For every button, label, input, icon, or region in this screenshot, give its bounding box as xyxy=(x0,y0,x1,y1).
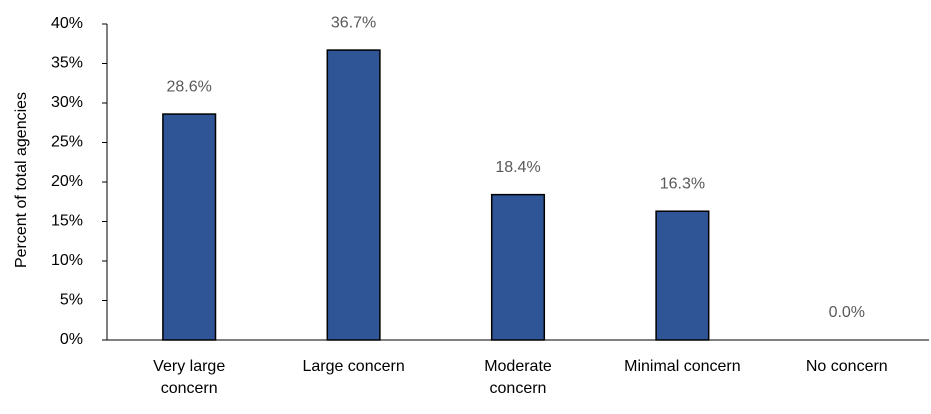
x-tick-label-box: Moderate concern xyxy=(484,358,552,397)
x-tick-label-box: Minimal concern xyxy=(624,358,741,375)
y-tick-label: 15% xyxy=(51,213,83,230)
y-tick-label: 30% xyxy=(51,94,83,111)
data-label: 0.0% xyxy=(829,304,865,321)
x-tick-label: Moderate concern xyxy=(484,358,552,397)
y-tick-label: 40% xyxy=(51,15,83,32)
y-tick-label: 35% xyxy=(51,55,83,72)
data-label: 28.6% xyxy=(167,78,212,95)
x-tick-label-box: Large concern xyxy=(302,358,405,375)
data-label: 18.4% xyxy=(495,159,540,176)
x-tick-label: Very large concern xyxy=(153,358,226,397)
bar xyxy=(655,210,710,341)
x-tick-label-box: No concern xyxy=(805,358,888,375)
data-label: 36.7% xyxy=(331,14,376,31)
y-tick-label: 25% xyxy=(51,134,83,151)
x-tick-label: Minimal concern xyxy=(624,358,741,375)
x-tick-label: No concern xyxy=(805,358,888,375)
bar xyxy=(162,113,217,341)
x-tick-label: Large concern xyxy=(302,358,405,375)
y-axis-title: Percent of total agencies xyxy=(13,92,30,268)
data-label: 16.3% xyxy=(660,175,705,192)
y-tick-label: 10% xyxy=(51,252,83,269)
bar xyxy=(326,49,381,341)
bar xyxy=(490,193,546,341)
x-tick-label-box: Very large concern xyxy=(153,358,226,397)
y-tick-label: 0% xyxy=(60,331,83,348)
y-tick-label: 20% xyxy=(51,173,83,190)
y-tick-label: 5% xyxy=(60,292,83,309)
